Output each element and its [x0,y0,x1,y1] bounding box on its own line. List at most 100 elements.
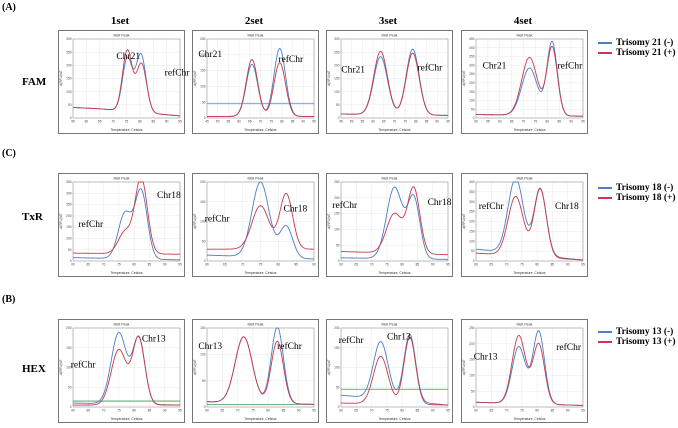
x-tick-label: 65 [355,409,359,413]
x-tick-label: 70 [102,409,106,413]
melt-peak-chart-hex-2: Melt Peak 60 65 70 75 80 85 90 95 0 50 100 150 Temper… [192,319,319,423]
y-tick-label: 350 [66,180,72,184]
chart-title: Melt Peak [248,323,264,327]
peak-annotation-chr13: Chr13 [474,352,498,362]
x-tick-label: 60 [339,409,343,413]
x-tick-label: 70 [393,120,397,124]
x-tick-label: 90 [569,120,573,124]
x-tick-label: 65 [248,120,252,124]
legend-label: Trisomy 13 (-) [616,327,674,337]
melt-peak-chart-txr-2: Melt Peak 60 65 70 75 80 85 90 0 50 100 150 200 Tempe… [192,173,319,277]
x-tick-label: 85 [151,120,155,124]
y-tick-label: 100 [200,352,206,356]
y-tick-label: 300 [334,37,340,41]
plot-area [72,181,181,262]
x-tick-label: 70 [505,263,509,267]
legend-entry: Trisomy 13 (-) [598,327,676,337]
y-tick-label: 250 [334,180,340,184]
x-axis-label: Temperature, Celsius [378,417,410,421]
chart-frame [326,173,453,277]
series-line-negative [475,181,584,261]
series-line-positive [340,186,449,256]
plot-area [340,181,449,262]
row-label-hex: HEX [22,363,46,375]
y-tick-label: 200 [200,180,206,184]
x-tick-label: 95 [178,263,182,267]
legend-entry: Trisomy 21 (+) [598,48,676,58]
x-tick-label: 75 [125,120,129,124]
x-tick-label: 65 [98,120,102,124]
column-header-2set: 2set [244,15,264,27]
chart-title: Melt Peak [517,323,533,327]
x-axis-label: Temperature, Celsius [513,417,545,421]
x-tick-label: 75 [251,409,255,413]
x-axis-label: Temperature, Celsius [244,271,276,275]
x-axis-label: Temperature, Celsius [378,271,410,275]
x-tick-label: 55 [361,120,365,124]
x-tick-label: 60 [237,120,241,124]
y-tick-label: 200 [200,53,206,57]
peak-annotation-chr13: Chr13 [198,342,222,352]
y-tick-label: 250 [334,50,340,54]
y-tick-label: 100 [66,366,72,370]
column-header-4set: 4set [513,15,533,27]
x-tick-label: 65 [87,409,91,413]
x-tick-label: 70 [241,263,245,267]
x-axis-label: Temperature, Celsius [110,128,142,132]
peak-annotation-chr18: Chr18 [428,198,452,208]
y-axis-label: -d(RFU)/dT [59,213,63,229]
y-tick-label: 150 [334,346,340,350]
x-tick-label: 90 [163,409,167,413]
x-tick-label: 65 [87,263,91,267]
x-tick-label: 70 [522,120,526,124]
peak-annotation-refchr: refChr [339,335,365,346]
column-header-1set: 1set [110,15,130,27]
y-tick-label: 150 [469,229,475,233]
x-tick-label: 50 [474,120,478,124]
y-tick-label: 0 [473,259,475,263]
chart-title: Melt Peak [517,177,533,181]
y-tick-label: 100 [469,374,475,378]
x-tick-label: 80 [277,263,281,267]
chart-frame [326,30,453,134]
y-tick-label: 50 [336,243,340,247]
y-tick-label: 0 [70,405,72,409]
y-tick-label: 150 [66,346,72,350]
y-tick-label: 400 [469,180,475,184]
legend-swatch [598,41,612,44]
x-tick-label: 85 [416,263,420,267]
x-tick-label: 55 [486,120,490,124]
x-tick-label: 90 [436,120,440,124]
x-tick-label: 85 [294,263,298,267]
y-tick-label: 150 [469,358,475,362]
x-tick-label: 60 [474,409,478,413]
legend-entry: Trisomy 21 (-) [598,38,676,48]
legend-label: Trisomy 13 (+) [616,337,676,347]
legend-trisomy-18: Trisomy 18 (-) Trisomy 18 (+) [598,183,676,203]
legend-label: Trisomy 18 (+) [616,193,676,203]
y-tick-label: 100 [334,90,340,94]
y-tick-label: 250 [66,203,72,207]
series-line-positive [475,45,584,117]
x-tick-label: 75 [385,263,389,267]
x-axis-label: Temperature, Celsius [244,417,276,421]
peak-annotation-chr21: Chr21 [341,65,365,75]
plot-area [340,38,449,119]
melt-peak-chart-hex-3: Melt Peak 60 65 70 75 80 85 90 95 0 50 100 150 200 Tem… [326,319,453,423]
x-tick-label: 45 [339,120,343,124]
peak-annotation-refchr: refChr [556,342,582,353]
y-tick-label: 100 [469,99,475,103]
legend-trisomy-21: Trisomy 21 (-) Trisomy 21 (+) [598,38,676,58]
x-tick-label: 60 [339,263,343,267]
x-tick-label: 85 [291,120,295,124]
series-line-negative [340,333,449,406]
x-tick-label: 80 [280,120,284,124]
y-tick-label: 100 [66,90,72,94]
chart-title: Melt Peak [382,177,398,181]
x-tick-label: 75 [117,409,121,413]
y-tick-label: 250 [66,50,72,54]
x-tick-label: 65 [382,120,386,124]
melt-peak-chart-hex-4: Melt Peak 60 65 70 75 80 85 90 95 0 50 100 150 200 250… [461,319,588,423]
plot-area [72,327,181,408]
y-axis-label: -d(RFU)/dT [327,359,331,375]
